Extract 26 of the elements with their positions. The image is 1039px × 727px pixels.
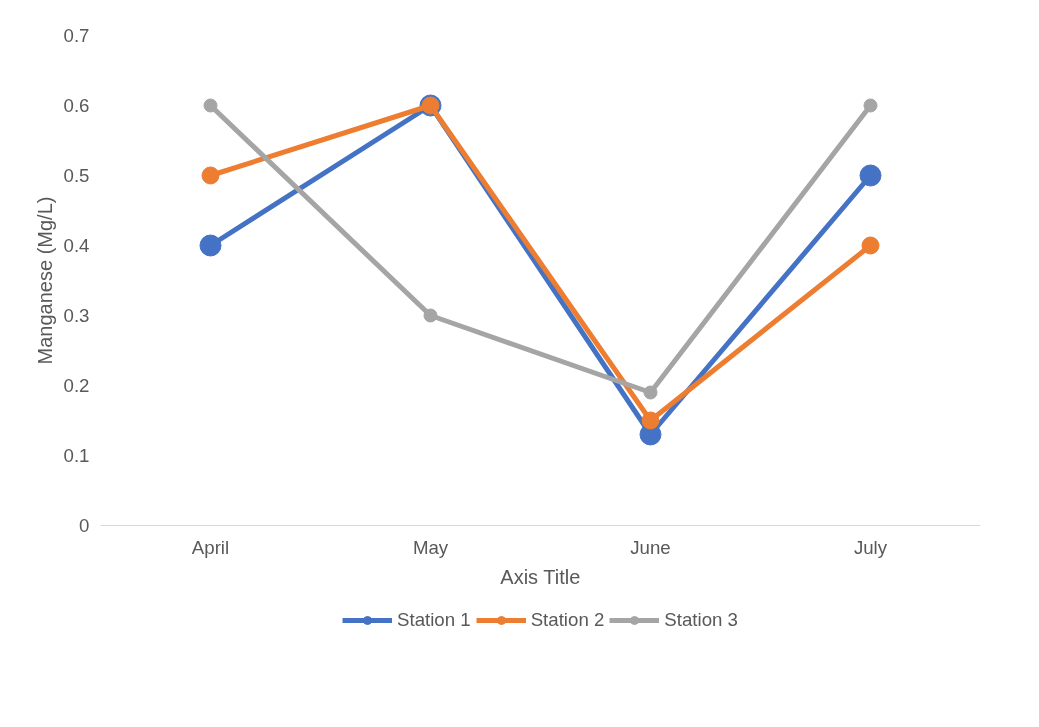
y-tick-label: 0.1	[63, 445, 90, 466]
point	[643, 385, 658, 400]
y-tick-label: 0.6	[63, 95, 90, 116]
y-tick-label: 0.2	[63, 375, 90, 396]
x-tick-label: July	[853, 536, 888, 558]
y-tick-label: 0.5	[63, 165, 90, 186]
point	[423, 308, 438, 323]
legend-label: Station 1	[397, 609, 471, 631]
x-tick-label: April	[191, 536, 230, 558]
point	[863, 98, 878, 113]
point	[861, 236, 880, 255]
legend-label: Station 2	[530, 609, 605, 631]
y-tick-label: 0.7	[63, 25, 90, 46]
y-tick-label: 0	[79, 515, 90, 536]
y-tick-label: 0.4	[63, 235, 90, 256]
x-tick-label: May	[412, 536, 449, 558]
point	[641, 411, 660, 430]
x-axis-title: Axis Title	[500, 565, 581, 588]
point	[199, 234, 222, 257]
point	[201, 166, 220, 185]
y-tick-label: 0.3	[63, 305, 90, 326]
point	[859, 164, 882, 187]
legend-label: Station 3	[664, 609, 738, 631]
point	[203, 98, 218, 113]
y-axis-title: Manganese (Mg/L)	[33, 196, 56, 365]
x-tick-label: June	[630, 536, 671, 558]
